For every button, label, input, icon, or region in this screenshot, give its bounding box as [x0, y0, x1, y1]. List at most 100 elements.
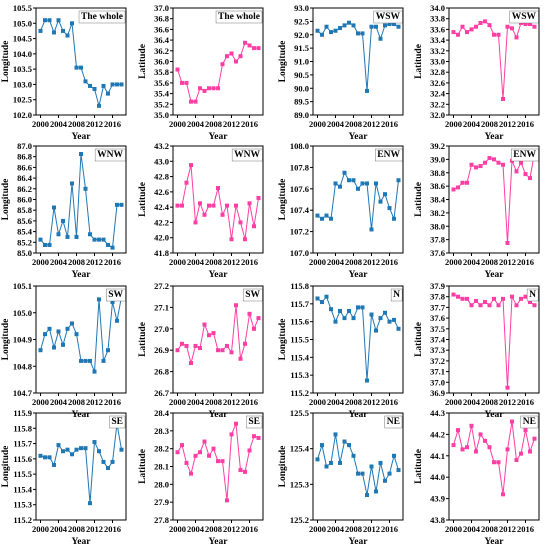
data-point: [193, 343, 198, 348]
y-tick-label: 125.3: [290, 479, 309, 489]
y-axis-label: Latitude: [138, 322, 148, 357]
data-point: [220, 212, 225, 217]
data-point: [43, 455, 47, 460]
data-point: [492, 296, 496, 301]
plot-frame: [448, 412, 540, 521]
y-tick-label: 41.8: [154, 248, 169, 258]
subplot-14: 27.8 27.9 28.0 28.1 28.2 28.3 28.4 2000 2004 2008…: [138, 408, 264, 547]
subplot-1: 102.0 102.5 103.0 103.5 104.0 104.5 105.0 105.5…: [1, 3, 127, 142]
x-tick-label: 2012: [223, 257, 240, 267]
data-point: [97, 449, 101, 454]
y-tick-label: 35.0: [154, 110, 169, 120]
data-point: [487, 445, 492, 450]
data-point: [247, 311, 252, 316]
y-tick-label: 85.8: [17, 205, 32, 215]
x-tick-label: 2016: [104, 397, 121, 407]
data-point: [202, 322, 207, 327]
x-tick-label: 2008: [68, 524, 85, 534]
y-tick-label: 86.4: [17, 173, 33, 183]
y-axis-label: Longitude: [1, 41, 11, 83]
data-point: [52, 205, 56, 210]
x-axis-label: Year: [485, 270, 505, 280]
data-point: [88, 232, 92, 237]
data-point: [365, 88, 369, 93]
y-tick-label: 38.8: [430, 168, 445, 178]
data-point: [43, 332, 47, 337]
data-point: [342, 316, 347, 321]
x-tick-label: 2012: [363, 257, 380, 267]
data-point: [175, 203, 180, 208]
data-point: [234, 421, 238, 426]
data-point: [175, 450, 180, 455]
data-point: [189, 163, 193, 168]
data-point: [487, 303, 492, 308]
data-point: [229, 237, 234, 242]
data-point: [92, 237, 97, 242]
data-point: [347, 443, 351, 448]
x-tick-label: 2000: [445, 257, 462, 267]
y-tick-label: 43.8: [430, 515, 445, 525]
plot-frame: [312, 285, 404, 394]
data-point: [238, 468, 243, 473]
y-axis-label: Latitude: [414, 449, 424, 484]
data-point: [460, 447, 465, 452]
x-tick-label: 2008: [68, 257, 85, 267]
x-tick-label: 2016: [381, 119, 398, 129]
x-tick-label: 2016: [381, 524, 398, 534]
data-point: [333, 181, 338, 186]
y-tick-label: 115.3: [290, 370, 309, 380]
data-point: [225, 498, 229, 503]
data-point: [451, 443, 456, 448]
data-point: [247, 448, 252, 453]
data-point: [369, 24, 374, 29]
x-axis-label: Year: [209, 132, 229, 142]
x-tick-label: 2008: [345, 524, 362, 534]
x-tick-label: 2004: [187, 257, 205, 267]
panel-label-box: [526, 288, 539, 302]
data-point: [193, 220, 198, 225]
x-tick-label: 2016: [241, 397, 258, 407]
data-point: [101, 83, 106, 88]
data-point: [510, 294, 514, 299]
data-point: [474, 449, 478, 454]
y-tick-label: 44.2: [430, 429, 445, 439]
data-point: [465, 180, 469, 185]
data-point: [378, 316, 383, 321]
data-point: [320, 32, 324, 37]
y-tick-label: 102.5: [13, 95, 32, 105]
data-point: [56, 232, 61, 237]
data-point: [92, 87, 97, 92]
data-point: [211, 331, 216, 336]
data-point: [52, 462, 56, 467]
data-point: [47, 455, 52, 460]
data-point: [338, 184, 342, 189]
y-tick-label: 37.1: [430, 367, 445, 377]
data-point: [110, 245, 115, 250]
panel-label: NE: [523, 417, 536, 427]
data-point: [510, 419, 514, 424]
data-point: [528, 300, 532, 305]
data-point: [460, 180, 465, 185]
data-point: [369, 227, 374, 232]
data-point: [465, 30, 469, 35]
data-point: [505, 240, 510, 245]
data-point: [180, 341, 184, 346]
x-tick-label: 2004: [327, 524, 345, 534]
x-tick-label: 2008: [205, 397, 222, 407]
x-tick-label: 2016: [241, 257, 258, 267]
subplot-2: 35.035.235.435.635.836.036.236.436.636.8…: [138, 3, 264, 142]
plot-frame: [172, 412, 264, 521]
data-point: [514, 169, 519, 174]
data-point: [65, 326, 70, 331]
y-tick-label: 38.0: [430, 221, 445, 231]
x-axis-label: Year: [349, 132, 369, 142]
data-point: [56, 329, 61, 334]
data-point: [532, 436, 537, 441]
y-tick-label: 37.8: [430, 292, 445, 302]
x-tick-label: 2016: [104, 257, 121, 267]
panel-label: SE: [248, 417, 260, 427]
x-tick-label: 2012: [363, 524, 380, 534]
y-tick-label: 125.5: [290, 408, 309, 418]
